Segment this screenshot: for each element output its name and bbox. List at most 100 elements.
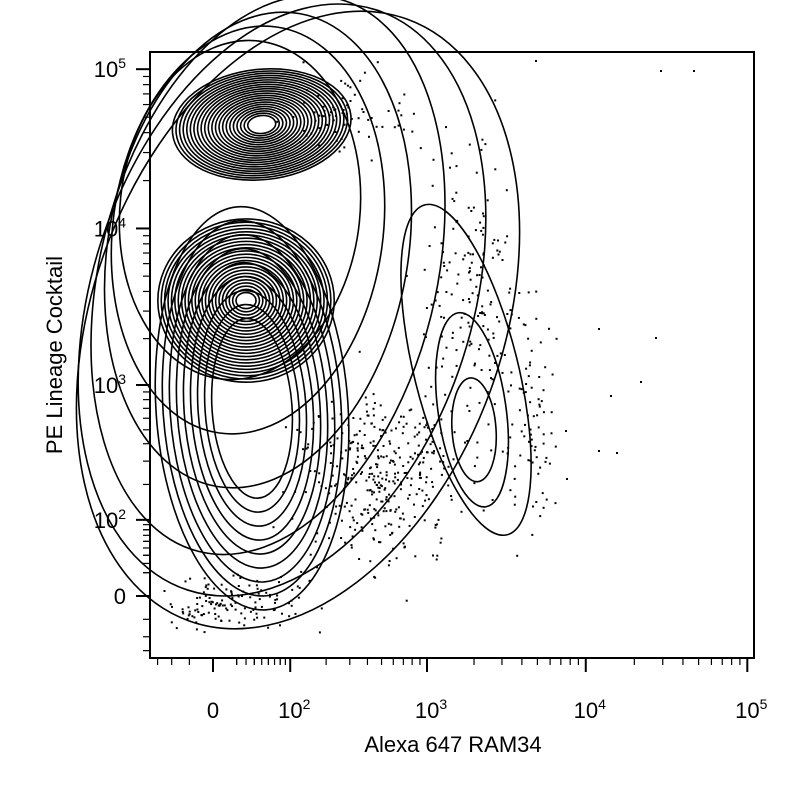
event-dot: [450, 495, 453, 497]
event-dot: [432, 452, 435, 455]
event-dot: [355, 433, 358, 436]
event-dot: [349, 86, 352, 89]
event-dot: [539, 341, 542, 344]
event-dot: [398, 102, 401, 105]
event-dot: [302, 448, 304, 451]
event-dot: [508, 291, 511, 294]
event-dot: [206, 587, 209, 590]
event-dot: [425, 494, 428, 497]
event-dot: [298, 586, 301, 589]
event-dot: [360, 512, 363, 515]
contour-ring: [207, 90, 316, 159]
event-dot: [431, 485, 434, 488]
event-dot: [616, 452, 618, 454]
event-dot: [352, 440, 355, 443]
event-dot: [300, 570, 303, 573]
event-dot: [383, 507, 386, 510]
event-dot: [436, 291, 439, 294]
event-dot: [494, 168, 497, 171]
event-dot: [230, 590, 233, 593]
contour-ring: [171, 67, 352, 181]
event-dot: [423, 426, 426, 429]
event-dot: [350, 504, 353, 507]
event-dot: [352, 468, 355, 470]
event-dot: [529, 428, 532, 431]
event-dot: [540, 400, 543, 403]
event-dot: [163, 590, 166, 592]
event-dot: [395, 557, 398, 560]
event-dot: [440, 276, 443, 279]
event-dot: [542, 433, 545, 436]
x-axis-ticks: [156, 658, 749, 672]
event-dot: [660, 70, 662, 72]
event-dot: [479, 344, 482, 347]
event-dot: [397, 446, 400, 449]
event-dot: [230, 593, 233, 596]
event-dot: [340, 537, 343, 539]
event-dot: [442, 357, 445, 360]
event-dot: [368, 504, 371, 507]
event-dot: [481, 312, 484, 315]
event-dot: [447, 484, 450, 487]
event-dot: [491, 256, 494, 259]
event-dot: [215, 603, 217, 606]
event-dot: [305, 447, 308, 450]
event-dot: [416, 433, 419, 436]
event-dot: [478, 274, 481, 276]
event-dot: [429, 443, 432, 446]
event-dot: [497, 253, 500, 256]
event-dot: [272, 526, 275, 529]
event-dot: [462, 258, 465, 261]
event-dot: [389, 442, 392, 445]
event-dot: [534, 445, 537, 448]
event-dot: [542, 389, 545, 392]
event-dot: [510, 384, 512, 387]
event-dot: [359, 472, 362, 475]
event-dot: [472, 253, 474, 256]
event-dot: [380, 500, 383, 503]
event-dot: [201, 605, 204, 608]
event-dot: [488, 369, 491, 372]
event-dot: [506, 235, 509, 238]
contour-ring: [90, 0, 446, 556]
event-dot: [530, 349, 533, 352]
event-dot: [493, 238, 496, 241]
event-dot: [379, 404, 382, 407]
event-dot: [377, 514, 380, 517]
event-dot: [402, 415, 405, 418]
event-dot: [414, 452, 416, 455]
event-dot: [450, 293, 453, 296]
event-dot: [481, 138, 484, 141]
event-dot: [460, 316, 463, 319]
event-dot: [419, 147, 422, 150]
event-dot: [473, 482, 476, 485]
event-dot: [450, 498, 453, 501]
event-dot: [535, 290, 538, 293]
event-dot: [378, 490, 381, 493]
event-dot: [427, 366, 430, 369]
event-dot: [322, 115, 325, 118]
event-dot: [229, 603, 232, 606]
event-dot: [354, 528, 357, 531]
event-dot: [318, 481, 321, 484]
y-tick-label: 104: [94, 214, 126, 241]
event-dot: [442, 455, 445, 457]
event-dot: [363, 455, 366, 458]
contour-ring: [200, 85, 324, 164]
event-dot: [258, 598, 261, 601]
contour-ring: [175, 70, 349, 179]
event-dot: [498, 320, 501, 323]
event-dot: [318, 144, 321, 147]
event-dot: [239, 577, 242, 579]
event-dot: [349, 447, 352, 450]
event-dot: [203, 577, 206, 580]
event-dot: [381, 477, 384, 480]
event-dot: [405, 471, 408, 474]
event-dot: [415, 493, 418, 496]
event-dot: [380, 455, 383, 458]
event-dot: [381, 500, 384, 503]
event-dot: [316, 566, 318, 569]
y-tick-label: 103: [94, 371, 126, 398]
event-dot: [441, 365, 443, 368]
event-dot: [381, 418, 384, 421]
